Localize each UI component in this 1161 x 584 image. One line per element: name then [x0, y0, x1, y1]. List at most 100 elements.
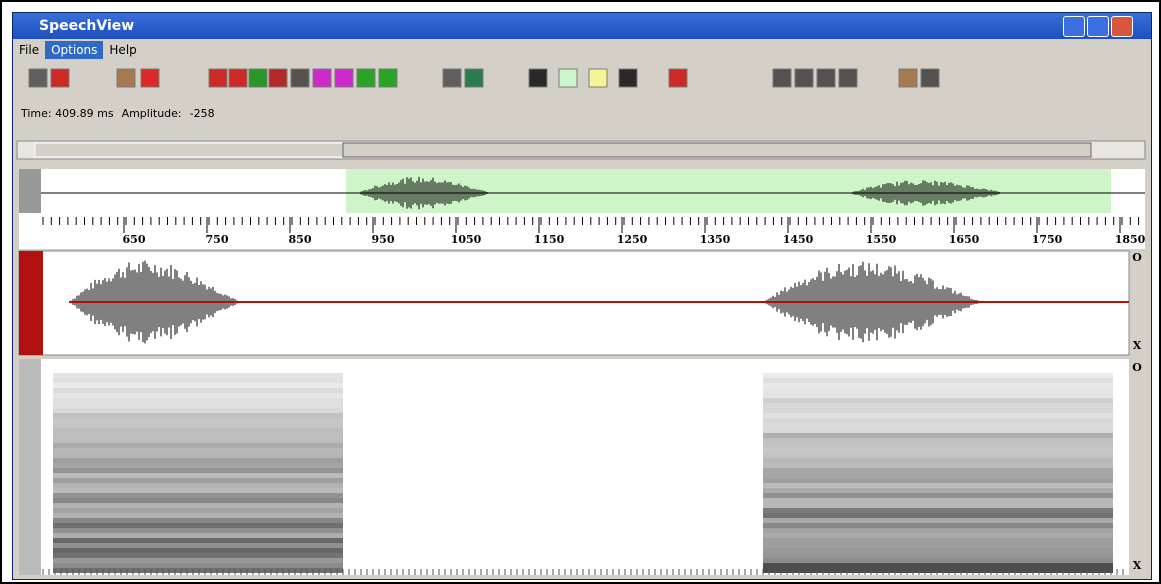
band [763, 408, 1113, 413]
band [763, 543, 1113, 548]
toolbar-button[interactable] [773, 69, 791, 87]
toolbar-button[interactable] [269, 69, 287, 87]
band [53, 388, 343, 393]
band [763, 473, 1113, 478]
band [53, 443, 343, 448]
band [763, 443, 1113, 448]
band [53, 518, 343, 523]
toolbar-button[interactable] [795, 69, 813, 87]
toolbar-button[interactable] [291, 69, 309, 87]
toolbar-button[interactable] [229, 69, 247, 87]
toolbar-button[interactable] [817, 69, 835, 87]
toolbar-button[interactable] [589, 69, 607, 87]
band [763, 488, 1113, 493]
band [763, 533, 1113, 538]
toolbar-button[interactable] [379, 69, 397, 87]
toolbar-button[interactable] [669, 69, 687, 87]
ruler-label: 1850 [1115, 233, 1146, 246]
panel-open[interactable]: O [1132, 251, 1142, 264]
band [53, 473, 343, 478]
band [763, 538, 1113, 543]
ruler-label: 950 [372, 233, 395, 246]
band [53, 533, 343, 538]
scroll-thumb[interactable] [343, 143, 1091, 157]
spectrogram-margin [19, 359, 41, 575]
band [763, 503, 1113, 508]
toolbar-button[interactable] [465, 69, 483, 87]
band [763, 508, 1113, 513]
band [763, 383, 1113, 388]
band [763, 518, 1113, 523]
band [53, 538, 343, 543]
ruler-label: 850 [289, 233, 312, 246]
panel-close[interactable]: X [1133, 559, 1142, 572]
band [53, 378, 343, 383]
ruler-label: 1050 [451, 233, 482, 246]
page: SpeechView FileOptionsHelp 6507508509501… [0, 0, 1161, 584]
ruler-label: 1650 [949, 233, 980, 246]
workspace: 6507508509501050115012501350145015501650… [13, 13, 1151, 579]
band [763, 558, 1113, 563]
band [763, 458, 1113, 463]
band [53, 503, 343, 508]
toolbar-button[interactable] [117, 69, 135, 87]
toolbar-button[interactable] [619, 69, 637, 87]
band [53, 383, 343, 388]
toolbar-button[interactable] [249, 69, 267, 87]
band [763, 393, 1113, 398]
ruler-label: 1350 [700, 233, 731, 246]
ruler-label: 750 [206, 233, 229, 246]
band [53, 463, 343, 468]
toolbar-button[interactable] [921, 69, 939, 87]
band [763, 433, 1113, 438]
band [53, 548, 343, 553]
band [763, 413, 1113, 418]
band [53, 403, 343, 408]
band [763, 553, 1113, 558]
toolbar-button[interactable] [559, 69, 577, 87]
band [53, 423, 343, 428]
toolbar-button[interactable] [141, 69, 159, 87]
toolbar-button[interactable] [209, 69, 227, 87]
band [763, 513, 1113, 518]
band [53, 398, 343, 403]
band [53, 528, 343, 533]
toolbar-button[interactable] [357, 69, 375, 87]
band [763, 423, 1113, 428]
panel-close[interactable]: X [1133, 339, 1142, 352]
toolbar-button[interactable] [839, 69, 857, 87]
band [53, 523, 343, 528]
band [53, 438, 343, 443]
band [53, 453, 343, 458]
band [53, 433, 343, 438]
toolbar-button[interactable] [335, 69, 353, 87]
toolbar-button[interactable] [29, 69, 47, 87]
ruler-label: 1750 [1032, 233, 1063, 246]
ruler-label: 1250 [617, 233, 648, 246]
toolbar-button[interactable] [899, 69, 917, 87]
band [53, 418, 343, 423]
band [763, 528, 1113, 533]
band [763, 468, 1113, 473]
panel-open[interactable]: O [1132, 361, 1142, 374]
band [53, 408, 343, 413]
amplitude-label: Amplitude: [122, 107, 182, 120]
toolbar-button[interactable] [313, 69, 331, 87]
band [53, 393, 343, 398]
toolbar-button[interactable] [443, 69, 461, 87]
band [763, 438, 1113, 443]
band [763, 453, 1113, 458]
band [53, 508, 343, 513]
ruler-label: 1550 [866, 233, 897, 246]
band [763, 478, 1113, 483]
band [763, 568, 1113, 573]
band [53, 493, 343, 498]
band [53, 448, 343, 453]
band [763, 428, 1113, 433]
toolbar-button[interactable] [529, 69, 547, 87]
band [763, 418, 1113, 423]
toolbar-button[interactable] [51, 69, 69, 87]
band [763, 398, 1113, 403]
